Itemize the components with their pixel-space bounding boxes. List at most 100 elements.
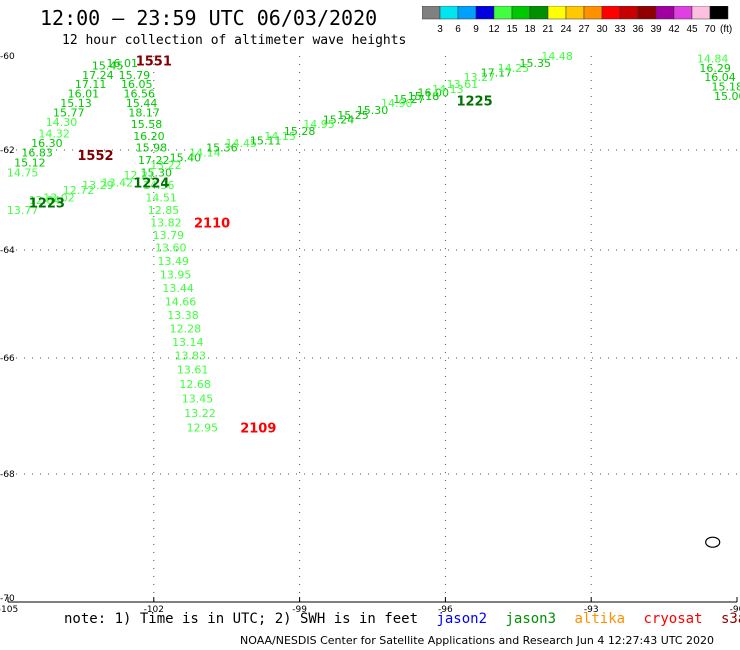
legend-jason2: jason2 xyxy=(436,611,488,627)
wave-height-value: 13.44 xyxy=(162,282,194,295)
y-tick-label: -70 xyxy=(0,594,15,604)
wave-height-value: 17.24 xyxy=(82,69,114,82)
wave-height-value: 18.17 xyxy=(128,106,160,119)
wave-height-value: 16.01 xyxy=(106,57,138,70)
wave-height-value: 15.40 xyxy=(170,152,202,165)
wave-height-value: 15.18 xyxy=(712,81,740,94)
colorbar-label: 36 xyxy=(632,24,644,35)
x-tick-label: -93 xyxy=(584,605,599,615)
wave-height-value: 13.22 xyxy=(150,159,182,172)
wave-height-value: 14.30 xyxy=(46,116,78,129)
x-tick-label: -99 xyxy=(292,605,307,615)
wave-height-value: 15.13 xyxy=(60,97,92,110)
colorbar-label: 15 xyxy=(506,24,518,35)
wave-height-value: 14.36 xyxy=(143,179,175,192)
wave-height-value: 16.83 xyxy=(21,147,53,160)
wave-height-value: 15.98 xyxy=(136,142,168,155)
wave-height-value: 15.77 xyxy=(53,106,85,119)
x-tick-label: -96 xyxy=(438,605,453,615)
pass-time-label: 2110 xyxy=(194,217,230,232)
pass-time-label: 1552 xyxy=(77,149,113,164)
wave-height-value: 15.35 xyxy=(520,57,552,70)
wave-height-value: 12.85 xyxy=(148,204,180,217)
wave-height-value: 16.01 xyxy=(68,88,100,101)
pass-time-label: 1225 xyxy=(456,95,492,110)
wave-height-value: 15.12 xyxy=(14,157,46,170)
wave-height-value: 16.05 xyxy=(121,78,153,91)
wave-height-value: 15.44 xyxy=(126,97,158,110)
wave-height-value: 16.56 xyxy=(123,88,155,101)
wave-height-value: 13.61 xyxy=(177,364,209,377)
pass-time-label: 1224 xyxy=(133,177,169,192)
colorbar-swatch xyxy=(493,6,513,20)
x-tick-label: -90 xyxy=(730,605,740,615)
colorbar-label: 33 xyxy=(614,24,626,35)
pass-time-label: 1223 xyxy=(29,197,65,212)
colorbar-label: 6 xyxy=(455,24,461,35)
colorbar-swatch xyxy=(565,6,585,20)
wave-height-value: 13.79 xyxy=(153,229,185,242)
wave-height-value: 16.29 xyxy=(699,62,731,75)
colorbar-label: 3 xyxy=(437,24,443,35)
wave-height-value: 16.00 xyxy=(418,87,450,100)
wave-height-value: 15.18 xyxy=(408,90,440,103)
wave-height-value: 12.28 xyxy=(170,322,202,335)
colorbar-label: 27 xyxy=(578,24,590,35)
colorbar-unit: (ft) xyxy=(720,24,732,35)
colorbar-label: 39 xyxy=(650,24,662,35)
page-subtitle: 12 hour collection of altimeter wave hei… xyxy=(62,33,407,48)
wave-height-value: 13.27 xyxy=(464,71,496,84)
legend-note: note: 1) Time is in UTC; 2) SWH is in fe… xyxy=(64,611,419,627)
credit-line: NOAA/NESDIS Center for Satellite Applica… xyxy=(240,634,715,647)
colorbar-swatch xyxy=(511,6,531,20)
wave-height-value: 17.17 xyxy=(481,66,513,79)
wave-height-value: 16.04 xyxy=(704,71,736,84)
colorbar-swatch xyxy=(601,6,621,20)
colorbar-label: 12 xyxy=(488,24,500,35)
wave-height-value: 13.77 xyxy=(7,204,39,217)
y-tick-label: -60 xyxy=(0,52,15,62)
colorbar-swatch xyxy=(475,6,495,20)
colorbar-label: 9 xyxy=(473,24,479,35)
y-tick-label: -68 xyxy=(0,470,15,480)
wave-height-value: 15.27 xyxy=(393,93,425,106)
y-tick-label: -62 xyxy=(0,146,15,156)
legend-s3a: s3a xyxy=(720,611,740,627)
x-tick-label: -102 xyxy=(144,605,164,615)
y-tick-label: -66 xyxy=(0,354,15,364)
wave-height-value: 17.22 xyxy=(138,154,170,167)
wave-height-value: 14.32 xyxy=(38,128,70,141)
legend: note: 1) Time is in UTC; 2) SWH is in fe… xyxy=(64,611,740,627)
wave-height-value: 13.49 xyxy=(157,255,189,268)
colorbar-swatch xyxy=(547,6,567,20)
wave-height-value: 14.66 xyxy=(165,295,197,308)
wave-height-value: 15.58 xyxy=(131,118,163,131)
colorbar-label: 21 xyxy=(542,24,554,35)
wave-height-value: 16.20 xyxy=(133,130,165,143)
colorbar-label: 42 xyxy=(668,24,680,35)
colorbar-label: 18 xyxy=(524,24,536,35)
wave-height-value: 13.61 xyxy=(447,78,479,91)
wave-height-value: 15.79 xyxy=(119,69,151,82)
colorbar-label: 24 xyxy=(560,24,572,35)
wave-height-value: 14.90 xyxy=(381,97,413,110)
wave-height-value: 14.15 xyxy=(264,130,296,143)
wave-height-value: 13.02 xyxy=(43,192,75,205)
colorbar-swatch xyxy=(583,6,603,20)
wave-height-value: 13.22 xyxy=(184,407,216,420)
colorbar-swatch xyxy=(673,6,693,20)
wave-height-value: 16.30 xyxy=(31,137,63,150)
colorbar-label: 70 xyxy=(704,24,716,35)
wave-height-value: 15.11 xyxy=(250,135,282,148)
wave-height-value: 13.42 xyxy=(102,177,134,190)
wave-height-value: 12.95 xyxy=(187,422,219,435)
wave-height-value: 13.95 xyxy=(160,268,192,281)
colorbar-swatch xyxy=(422,6,441,20)
wave-height-value: 14.84 xyxy=(697,52,729,65)
wave-height-value: 12.68 xyxy=(179,378,211,391)
wave-height-value: 14.48 xyxy=(541,50,573,63)
pass-time-label: 1551 xyxy=(136,55,172,70)
wave-height-value: 14.51 xyxy=(145,192,177,205)
